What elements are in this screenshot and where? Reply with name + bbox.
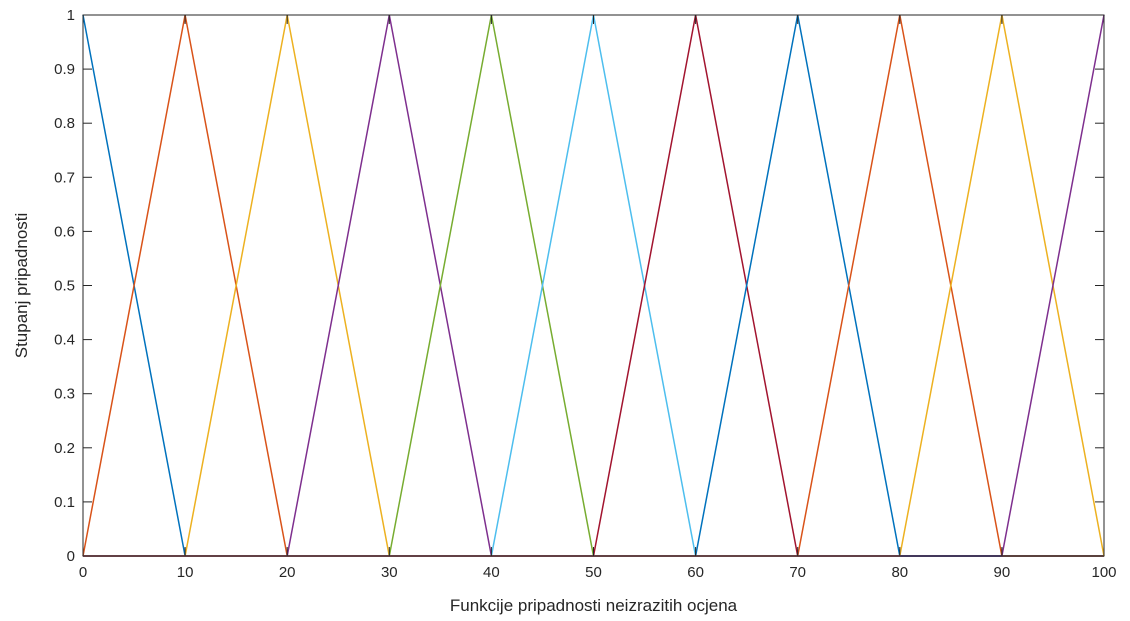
x-tick-label: 20 (279, 564, 296, 581)
x-axis-label: Funkcije pripadnosti neizrazitih ocjena (450, 596, 738, 615)
y-tick-label: 0.4 (54, 332, 75, 349)
y-tick-label: 0.1 (54, 494, 75, 511)
series-layer (82, 14, 1105, 557)
y-tick-label: 0.5 (54, 278, 75, 295)
x-tick-label: 0 (79, 564, 87, 581)
y-tick-label: 0.7 (54, 169, 75, 186)
y-tick-label: 0.6 (54, 223, 75, 240)
x-tick-label: 80 (891, 564, 908, 581)
ticks-layer: 0 10 20 30 40 50 60 70 80 90 100 0 0.1 0.2 0.3 0.4 0.5 0.… (54, 7, 1116, 581)
y-tick-label: 0.2 (54, 440, 75, 457)
x-tick-label: 10 (177, 564, 194, 581)
x-tick-label: 100 (1091, 564, 1116, 581)
x-tick-label: 40 (483, 564, 500, 581)
y-tick-label: 0.9 (54, 61, 75, 78)
x-tick-label: 70 (789, 564, 806, 581)
y-tick-label: 1 (67, 7, 75, 24)
y-axis-label: Stupanj pripadnosti (12, 213, 31, 359)
x-tick-label: 50 (585, 564, 602, 581)
x-tick-label: 30 (381, 564, 398, 581)
x-tick-label: 90 (994, 564, 1011, 581)
y-tick-label: 0.8 (54, 115, 75, 132)
y-tick-label: 0.3 (54, 386, 75, 403)
y-tick-label: 0 (67, 548, 75, 565)
x-tick-label: 60 (687, 564, 704, 581)
